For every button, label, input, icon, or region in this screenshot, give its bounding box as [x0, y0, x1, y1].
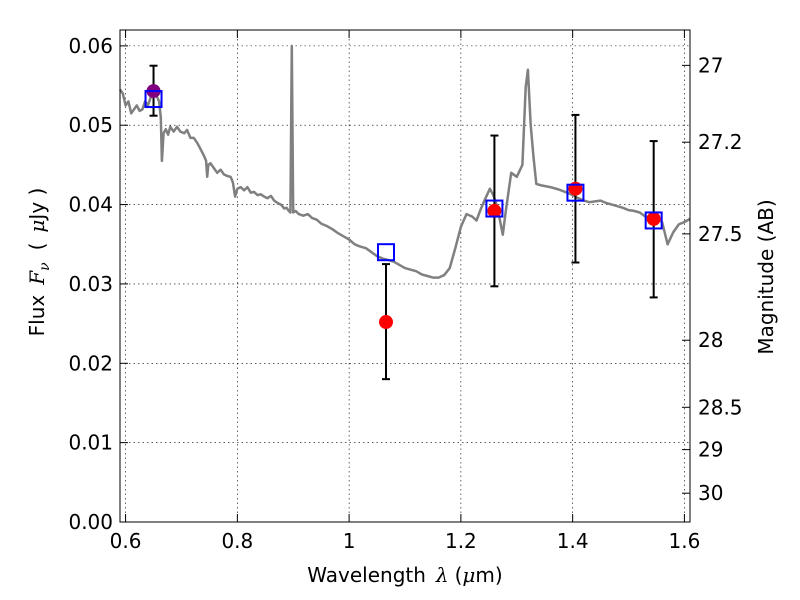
- observed-point: [646, 211, 661, 226]
- x-tick-label: 1.6: [669, 529, 701, 553]
- y-axis-subscript: ν: [37, 262, 53, 271]
- sed-line: [118, 44, 691, 279]
- x-axis-title: Wavelength λ (μm): [307, 563, 502, 587]
- x-axis-symbol: λ: [435, 563, 449, 587]
- y-axis-unit-rest: Jy ): [25, 188, 49, 222]
- model-point: [485, 199, 504, 218]
- y2-tick-label: 27: [698, 53, 723, 77]
- x-axis-prefix: Wavelength: [307, 563, 426, 587]
- x-axis-unit-rest: m): [475, 563, 502, 587]
- y2-tick-label: 29: [698, 438, 723, 462]
- y-tick-label: 0.06: [68, 34, 113, 58]
- model-point: [566, 183, 585, 202]
- observed-point: [379, 315, 393, 330]
- y-tick-label: 0.00: [68, 510, 113, 534]
- x-tick-label: 1.4: [557, 529, 589, 553]
- y-tick-label: 0.04: [68, 193, 113, 217]
- x-tick-label: 0.6: [110, 529, 142, 553]
- plot-frame: [119, 29, 691, 523]
- y-axis-unit-open: (: [25, 243, 49, 251]
- x-tick-label: 1: [343, 529, 356, 553]
- y-tick-label: 0.01: [68, 431, 113, 455]
- y-axis-unit-mu: μ: [25, 220, 49, 233]
- model-point: [644, 211, 663, 230]
- x-tick-label: 1.2: [445, 529, 477, 553]
- x-axis-unit-mu: μ: [462, 563, 475, 587]
- model-points-group: [144, 90, 663, 262]
- y-axis-title: Flux Fν ( μJy ): [25, 188, 53, 337]
- y-axis-symbol: F: [25, 270, 49, 286]
- y2-tick-label: 27.2: [698, 130, 743, 154]
- y2-tick-label: 30: [698, 481, 723, 505]
- y-tick-label: 0.02: [68, 351, 113, 375]
- y-tick-label: 0.05: [68, 113, 113, 137]
- plot-background: [120, 30, 690, 522]
- x-tick-label: 0.8: [221, 529, 253, 553]
- x-axis-unit-open: (: [455, 563, 463, 587]
- y2-tick-label: 28: [698, 328, 723, 352]
- axis-ticks: 0.6 0.8 1 1.2 1.4 1.6 0.00 0.01 0.02 0.03 0.04 0.05…: [68, 30, 743, 553]
- model-point: [377, 243, 395, 262]
- y2-tick-label: 27.5: [698, 222, 743, 246]
- y-axis-prefix: Flux: [25, 295, 49, 337]
- model-point: [144, 90, 163, 109]
- sed-line-group: [118, 44, 691, 279]
- observed-point: [487, 203, 502, 218]
- y-tick-label: 0.03: [68, 272, 113, 296]
- y2-axis-title: Magnitude (AB): [754, 199, 778, 354]
- y2-tick-label: 28.5: [698, 395, 743, 419]
